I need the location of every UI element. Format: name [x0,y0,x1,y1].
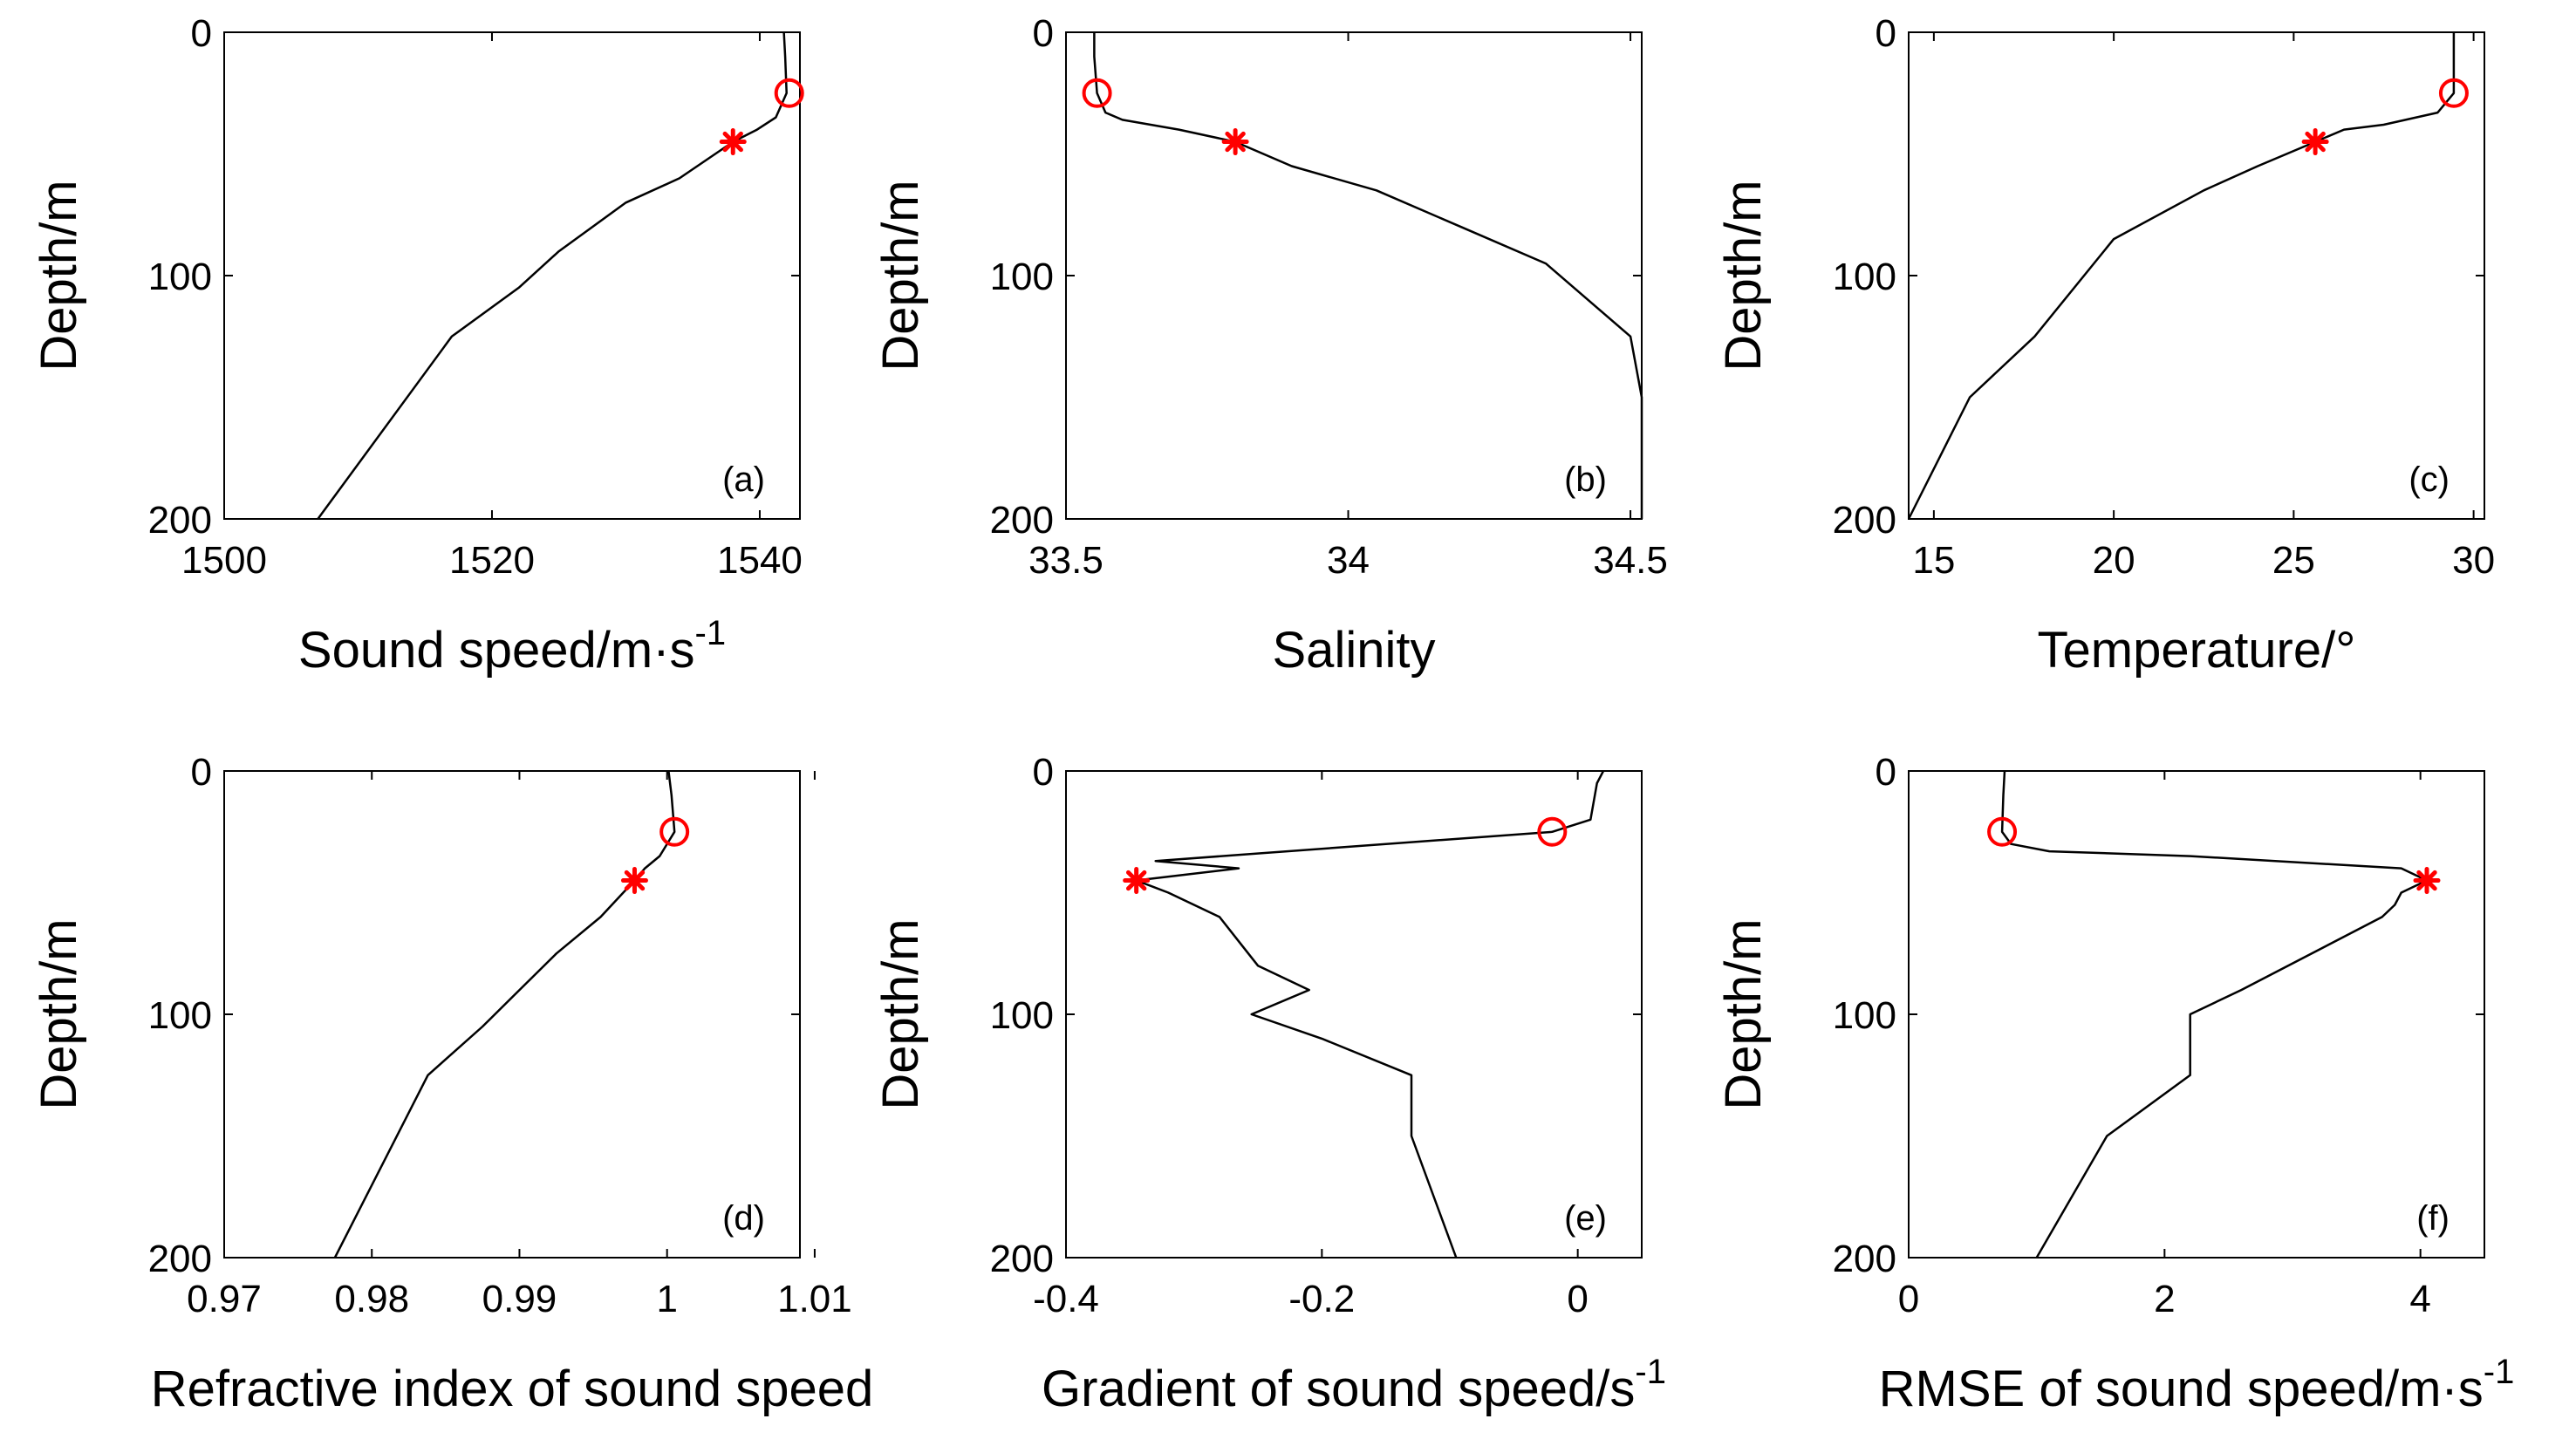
y-axis-label: Depth/m [31,918,87,1109]
x-tick-label: 34 [1327,539,1370,582]
panel-label: (f) [2416,1199,2450,1238]
x-axis-label-text: Refractive index of sound speed [151,1361,874,1417]
x-tick-label: 1.01 [777,1278,852,1320]
x-tick-label: 0.98 [334,1278,409,1320]
series-line [2000,770,2429,1259]
y-tick-label: 200 [990,1238,1054,1280]
x-axis-label-superscript: -1 [695,614,727,652]
x-axis-label: Temperature/° [2038,622,2356,679]
asterisk-marker [2413,867,2441,895]
panel-2: 33.5 34 34.5 0 100 200 Depth/m Salinity (b) [872,12,1668,679]
panel-4: 0.97 0.98 0.99 1 1.01 0 100 200 Depth/m Refractiv… [31,751,873,1417]
x-tick-label: 0 [1898,1278,1919,1320]
circle-marker [774,78,804,108]
panel-label: (e) [1564,1199,1607,1238]
panel-label: (b) [1564,460,1607,499]
y-tick-label: 200 [148,499,212,542]
x-axis-label: Gradient of sound speed/s-1 [1042,1353,1666,1417]
y-axis-label: Depth/m [31,180,87,371]
x-axis-label-text: Gradient of sound speed/s [1042,1361,1635,1417]
circle-marker [1987,816,2018,847]
x-axis-label-text: RMSE of sound speed/m·s [1879,1361,2484,1417]
y-axis-label: Depth/m [872,918,929,1109]
asterisk-marker [719,128,747,156]
y-tick-label: 0 [1033,751,1054,794]
x-axis-label: Refractive index of sound speed [151,1361,874,1417]
x-tick-label: -0.2 [1288,1278,1355,1320]
circle-marker [1082,78,1112,108]
series-line [317,31,788,520]
y-tick-label: 0 [1033,12,1054,55]
panel-3: 15 20 25 30 0 100 200 Depth/m Temperature/° (c) [1715,12,2495,679]
asterisk-marker [620,867,648,895]
circle-marker [2438,78,2469,108]
asterisk-stroke [722,131,743,153]
x-axis-label-text: Salinity [1273,622,1436,679]
x-axis-label: Salinity [1273,622,1436,679]
y-tick-label: 100 [990,994,1054,1037]
x-tick-label: 1520 [449,539,535,582]
y-tick-label: 0 [191,12,212,55]
x-tick-label: 34.5 [1593,539,1668,582]
asterisk-stroke [2305,131,2326,153]
x-axis-label-superscript: -1 [1635,1353,1666,1391]
series-line [333,770,676,1259]
x-tick-label: 30 [2452,539,2495,582]
x-axis-label-superscript: -1 [2484,1353,2515,1391]
y-tick-label: 200 [1833,1238,1896,1280]
panel-label: (c) [2409,460,2450,499]
y-axis-label: Depth/m [872,180,929,371]
x-axis-label-text: Sound speed/m·s [298,622,695,679]
y-tick-label: 0 [1876,12,1896,55]
panel-6: 0 2 4 0 100 200 Depth/m RMSE of sound speed/m·s… [1715,751,2514,1417]
x-tick-label: 4 [2409,1278,2430,1320]
circle-marker [659,816,690,847]
panel-label: (a) [722,460,765,499]
asterisk-marker [1123,867,1151,895]
asterisk-stroke [1225,131,1246,153]
y-axis-label: Depth/m [1715,918,1772,1109]
asterisk-marker [2301,128,2329,156]
x-tick-label: 0.97 [187,1278,262,1320]
y-tick-label: 100 [148,994,212,1037]
y-tick-label: 100 [148,256,212,298]
panel-5: -0.4 -0.2 0 0 100 200 Depth/m Gradient of sound… [872,751,1666,1417]
x-axis-label: Sound speed/m·s-1 [298,614,726,679]
panel-1: 1500 1520 1540 0 100 200 Depth/m Sound speed/m·… [31,12,804,679]
y-tick-label: 0 [1876,751,1896,794]
x-tick-label: 0 [1567,1278,1588,1320]
y-tick-label: 100 [990,256,1054,298]
y-tick-label: 100 [1833,994,1896,1037]
x-tick-label: 1 [656,1278,677,1320]
x-tick-label: -0.4 [1033,1278,1099,1320]
y-tick-label: 200 [148,1238,212,1280]
x-tick-label: 1500 [181,539,267,582]
x-axis-label: RMSE of sound speed/m·s-1 [1879,1353,2515,1417]
x-tick-label: 0.99 [482,1278,557,1320]
x-tick-label: 15 [1912,539,1955,582]
asterisk-stroke [624,870,646,891]
x-tick-label: 1540 [717,539,803,582]
x-axis-label-text: Temperature/° [2038,622,2356,679]
x-tick-label: 33.5 [1028,539,1104,582]
asterisk-marker [1221,128,1249,156]
y-axis-label: Depth/m [1715,180,1772,371]
circle-marker [1537,816,1568,847]
x-tick-label: 25 [2272,539,2315,582]
y-tick-label: 200 [1833,499,1896,542]
series-line [1093,32,1643,519]
x-tick-label: 20 [2093,539,2135,582]
asterisk-stroke [2416,870,2437,891]
y-tick-label: 100 [1833,256,1896,298]
asterisk-stroke [1125,870,1147,891]
x-tick-label: 2 [2154,1278,2175,1320]
panel-label: (d) [722,1199,765,1238]
y-tick-label: 200 [990,499,1054,542]
y-tick-label: 0 [191,751,212,794]
